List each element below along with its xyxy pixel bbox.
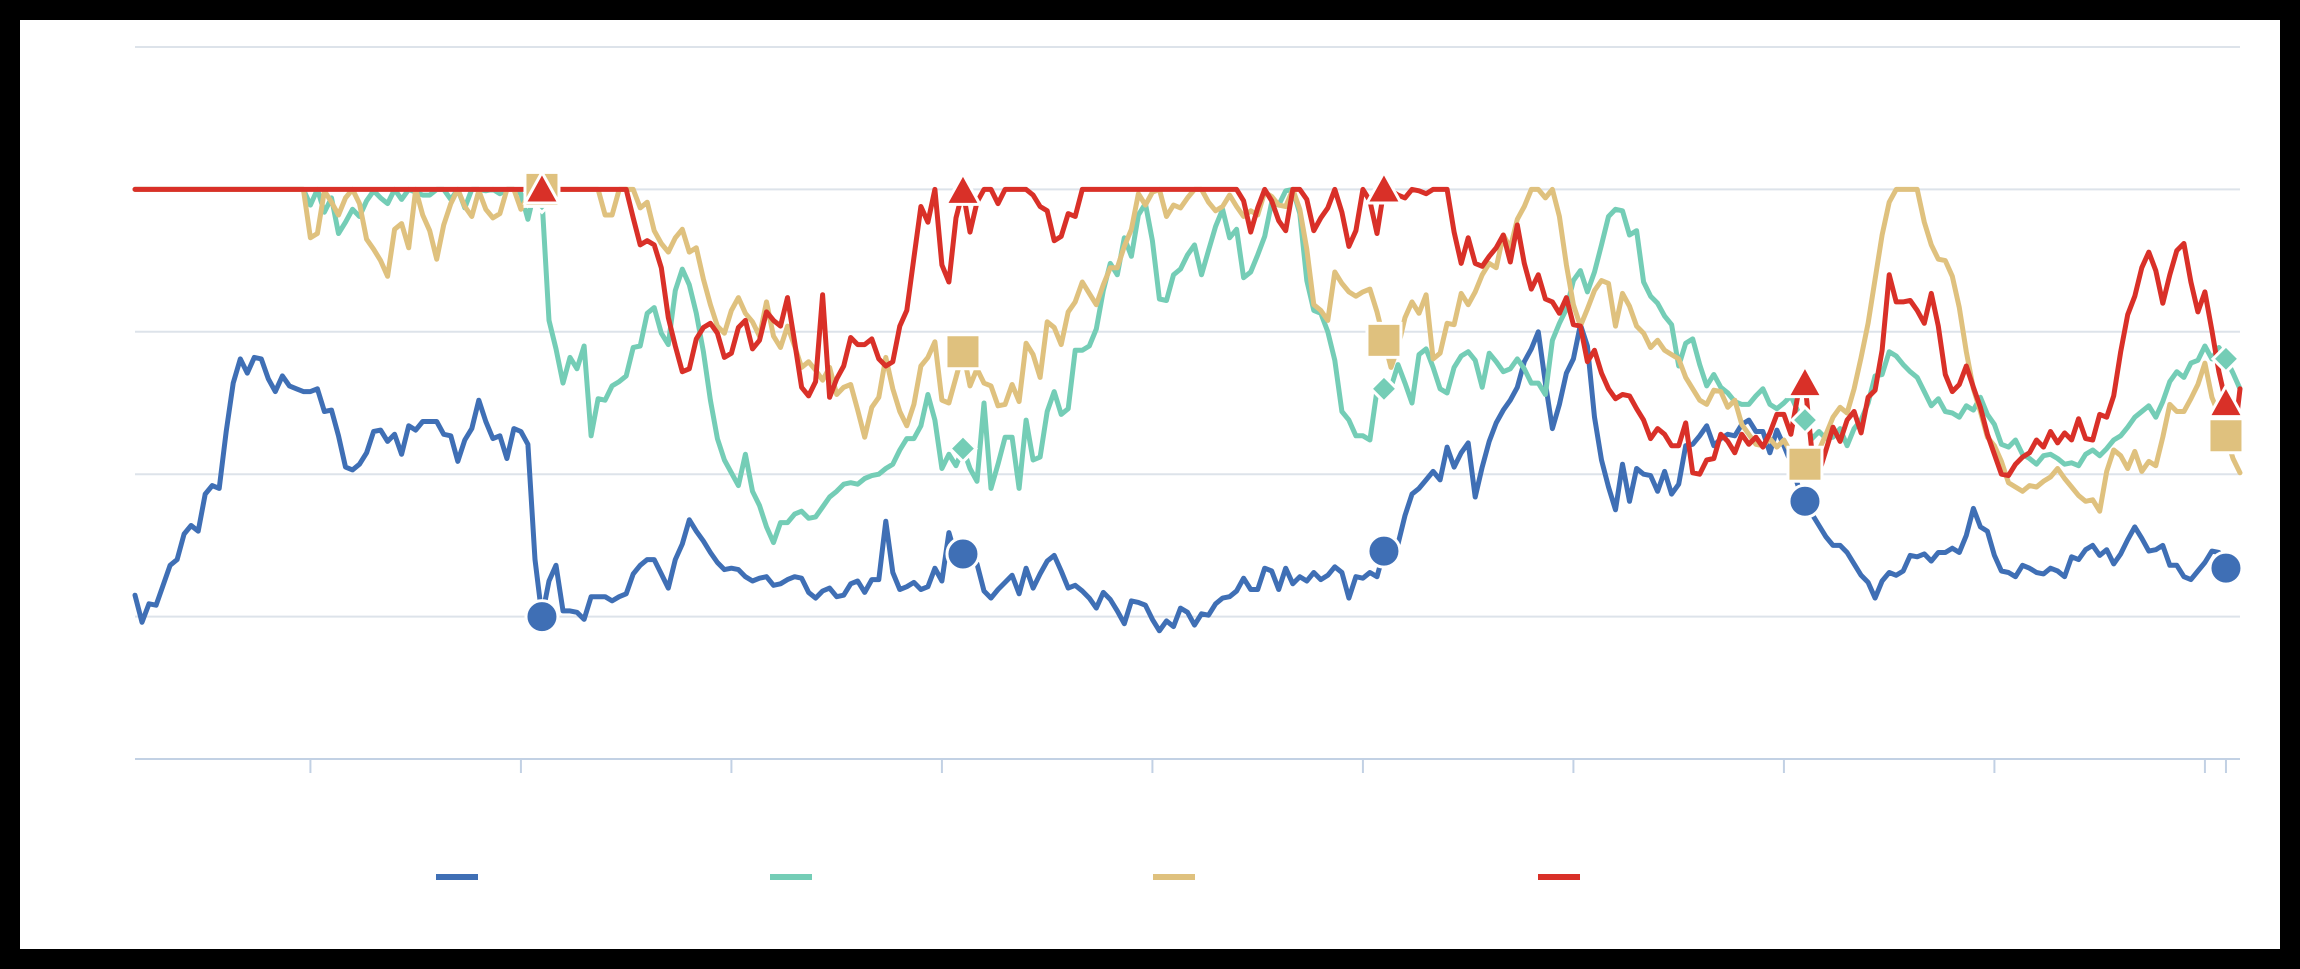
data-point-circle <box>2208 550 2244 586</box>
series-markers <box>522 169 2246 635</box>
line-chart <box>132 46 2246 880</box>
series-line-3 <box>132 171 2243 514</box>
series-line-2 <box>132 186 2243 546</box>
data-point-circle <box>1787 483 1823 519</box>
data-point-diamond <box>2210 343 2242 374</box>
data-point-square <box>2207 417 2245 455</box>
data-point-triangle <box>943 170 983 206</box>
data-point-circle <box>945 536 981 572</box>
data-point-triangle <box>2206 382 2246 419</box>
data-point-square <box>1786 445 1824 483</box>
data-point-triangle <box>1364 169 1404 205</box>
series-line-1 <box>132 322 2243 634</box>
data-point-diamond <box>1368 373 1400 404</box>
grid-lines <box>135 46 2240 618</box>
series-line-4 <box>132 186 2243 479</box>
data-point-triangle <box>522 169 562 205</box>
series-lines <box>132 171 2243 634</box>
data-point-square <box>1365 321 1403 359</box>
x-axis <box>135 758 2240 773</box>
data-point-diamond <box>947 433 979 464</box>
data-point-circle <box>1366 533 1402 569</box>
data-point-diamond <box>1789 404 1821 436</box>
data-point-circle <box>524 599 560 635</box>
chart-panel <box>20 20 2280 949</box>
data-point-square <box>944 333 982 371</box>
data-point-triangle <box>1785 362 1825 399</box>
